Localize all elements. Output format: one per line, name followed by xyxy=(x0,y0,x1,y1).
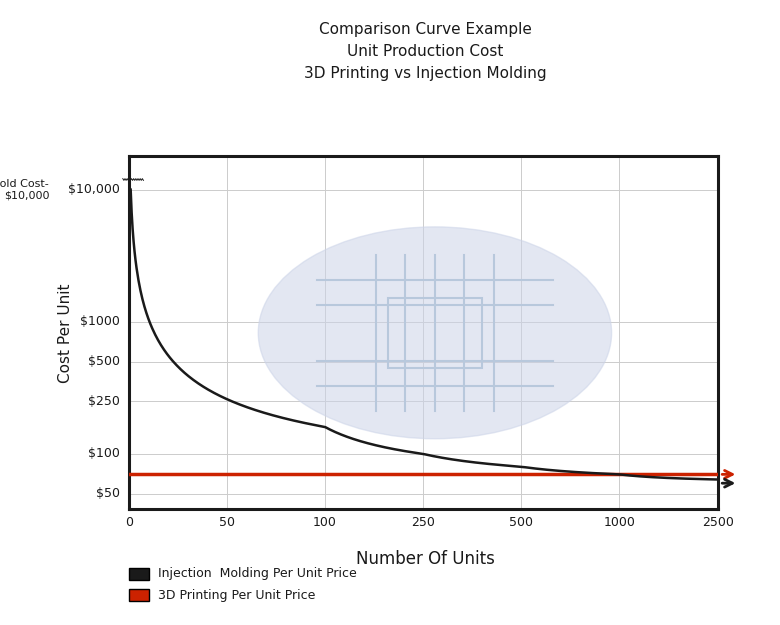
Text: Injection  Molding Per Unit Price: Injection Molding Per Unit Price xyxy=(158,568,356,580)
FancyBboxPatch shape xyxy=(129,589,149,601)
Text: $250: $250 xyxy=(88,395,120,408)
Text: Number Of Units: Number Of Units xyxy=(356,551,495,568)
Text: $50: $50 xyxy=(96,487,120,500)
Y-axis label: Cost Per Unit: Cost Per Unit xyxy=(58,283,73,382)
Text: $1000: $1000 xyxy=(80,316,120,328)
Text: $500: $500 xyxy=(88,355,120,368)
Text: Comparison Curve Example
Unit Production Cost
3D Printing vs Injection Molding: Comparison Curve Example Unit Production… xyxy=(303,22,547,81)
Circle shape xyxy=(258,227,612,439)
Text: $100: $100 xyxy=(88,448,120,461)
Text: 3D Printing Per Unit Price: 3D Printing Per Unit Price xyxy=(158,589,315,601)
Text: Mold Cost-
$10,000: Mold Cost- $10,000 xyxy=(0,179,49,201)
FancyBboxPatch shape xyxy=(129,568,149,580)
Text: $10,000: $10,000 xyxy=(68,184,120,196)
